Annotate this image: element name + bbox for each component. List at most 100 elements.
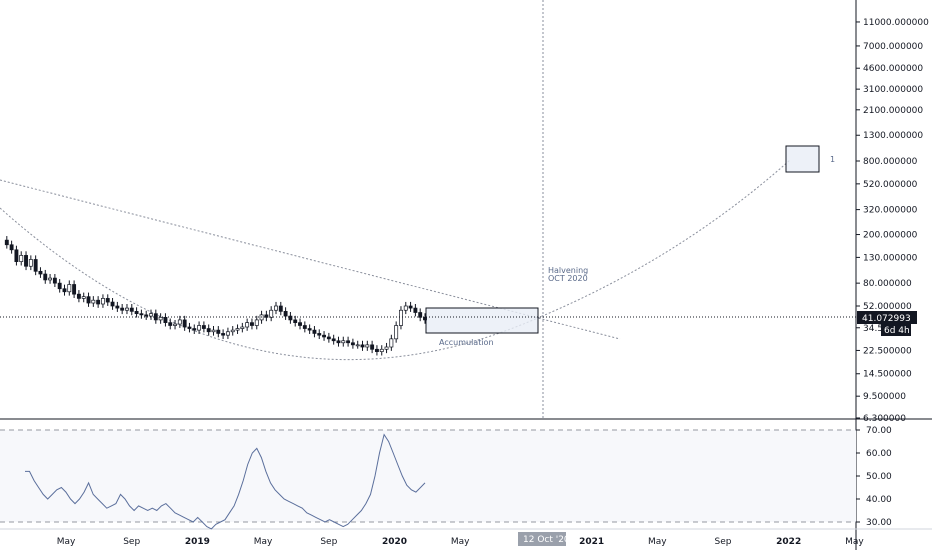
price-tick-label: 11000.000000	[863, 18, 929, 28]
candle-body	[302, 325, 307, 329]
candle-body	[384, 346, 389, 350]
candle-body	[360, 344, 365, 348]
candle-body	[149, 313, 153, 317]
candle-body	[408, 305, 413, 309]
candle-body	[134, 311, 139, 315]
candle-body	[341, 340, 346, 344]
candle-body	[423, 316, 427, 321]
candle-body	[144, 314, 149, 317]
candle-body	[283, 311, 288, 317]
price-tick-label: 14.500000	[863, 370, 912, 380]
time-tick-label: May	[57, 537, 76, 547]
price-tick-label: 1300.000000	[863, 131, 923, 141]
candle-body	[52, 277, 57, 284]
price-tick-label: 130.000000	[863, 253, 918, 263]
price-tick-label: 34.5	[863, 324, 883, 334]
candle-body	[336, 340, 341, 344]
price-tick-label: 7000.000000	[863, 42, 923, 52]
candle-body	[250, 322, 254, 326]
candle-body	[394, 325, 399, 340]
candle-body	[115, 305, 120, 309]
countdown-badge	[881, 324, 911, 336]
rsi-line	[25, 433, 426, 530]
candle-body	[57, 282, 62, 290]
candle-body	[274, 305, 278, 311]
target-box[interactable]	[785, 145, 820, 173]
time-tick-label: 2021	[579, 537, 604, 547]
candle-body	[173, 323, 177, 326]
candle-body	[120, 307, 125, 311]
candle-body	[288, 315, 293, 321]
price-tick-label: 320.000000	[863, 206, 918, 216]
candle-body	[370, 344, 375, 350]
candle-body	[269, 309, 274, 318]
candle-body	[206, 328, 211, 333]
candle-body	[86, 296, 91, 304]
candle-body	[293, 319, 298, 323]
price-tick-label: 9.500000	[863, 392, 906, 402]
candle-body	[201, 325, 206, 329]
price-tick-label: 4600.000000	[863, 64, 923, 74]
candle-body	[129, 307, 134, 312]
candle-body	[278, 305, 283, 312]
candle-body	[331, 338, 336, 342]
candle-body	[14, 249, 19, 262]
candle-body	[379, 348, 384, 352]
time-axis-ticks: MaySep2019MaySep2020MaySep2021MaySep2022…	[57, 537, 865, 547]
candle-body	[139, 313, 144, 316]
last-price-badge	[857, 311, 917, 324]
candle-body	[254, 319, 259, 326]
candle-body	[225, 331, 230, 336]
candle-body	[365, 344, 370, 348]
rsi-tick-label: 30.00	[866, 518, 892, 528]
price-tick-label: 3100.000000	[863, 85, 923, 95]
accumulation-box[interactable]	[425, 307, 539, 334]
candle-body	[100, 298, 105, 305]
candle-body	[48, 277, 53, 281]
candle-body	[168, 322, 173, 326]
candle-body	[38, 270, 43, 275]
time-tick-label: 2022	[776, 537, 801, 547]
candle-body	[350, 342, 355, 346]
candle-body	[153, 313, 158, 321]
candle-body	[307, 328, 312, 331]
last-price-value: 41.072993	[862, 314, 911, 324]
rsi-band	[0, 430, 856, 522]
candle-body	[346, 340, 351, 344]
rsi-axis-ticks: 70.00 60.00 50.00 40.00 30.00	[856, 426, 892, 528]
rsi-tick-label: 70.00	[866, 426, 892, 436]
candle-body	[403, 305, 408, 311]
accumulation-label: Accumulation	[439, 338, 494, 347]
candle-body	[158, 316, 163, 321]
candle-body	[245, 322, 250, 328]
candle-body	[230, 329, 235, 333]
candle-body	[72, 284, 77, 295]
candle-body	[96, 299, 101, 305]
time-tick-label: May	[451, 537, 470, 547]
price-tick-label: 6.300000	[863, 414, 906, 424]
candle-body	[317, 333, 322, 336]
candle-body	[192, 328, 197, 331]
candle-body	[76, 293, 81, 299]
candle-body	[24, 255, 28, 267]
candle-body	[187, 326, 192, 329]
time-tick-label: Sep	[123, 537, 140, 547]
halvening-date-label: OCT 2020	[548, 274, 588, 283]
candle-body	[81, 296, 86, 299]
candle-body	[28, 259, 33, 267]
candle-body	[4, 239, 9, 246]
countdown-value: 6d 4h	[884, 326, 910, 336]
candle-body	[33, 259, 38, 272]
crosshair-time-label: 12 Oct '20	[523, 535, 570, 545]
price-tick-label: 800.000000	[863, 157, 918, 167]
time-tick-label: Sep	[715, 537, 732, 547]
rsi-tick-label: 50.00	[866, 472, 892, 482]
price-tick-label: 200.000000	[863, 231, 918, 241]
price-axis-ticks: 11000.000000 7000.000000 4600.000000 3100.0…	[856, 18, 929, 424]
candle-body	[298, 322, 302, 326]
crosshair-time-badge	[518, 532, 566, 546]
candle-body	[19, 255, 24, 262]
candle-body	[264, 314, 269, 318]
time-tick-label: 2020	[382, 537, 407, 547]
